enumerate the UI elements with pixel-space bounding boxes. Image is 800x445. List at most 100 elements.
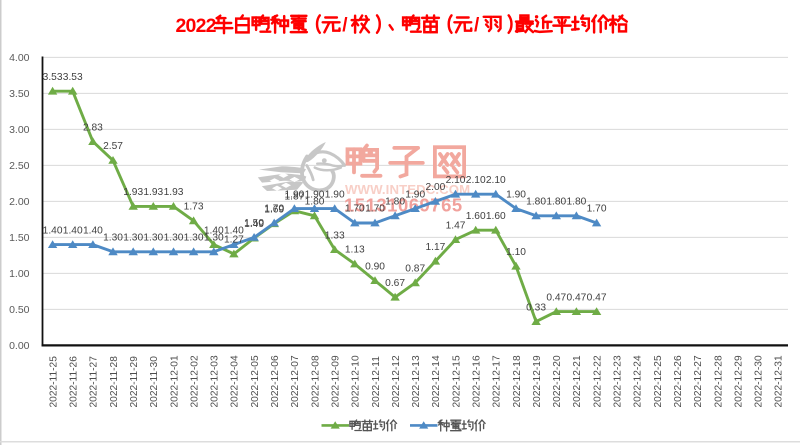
svg-text:2022-12-10: 2022-12-10: [351, 355, 362, 407]
svg-text:2022-12-12: 2022-12-12: [391, 355, 402, 407]
svg-text:1.49: 1.49: [244, 219, 264, 230]
svg-text:0.87: 0.87: [405, 264, 425, 275]
svg-text:1.60: 1.60: [466, 211, 486, 222]
svg-text:3.00: 3.00: [9, 124, 30, 136]
svg-text:1.80: 1.80: [305, 197, 325, 208]
svg-text:1.90: 1.90: [284, 189, 304, 200]
svg-text:0.67: 0.67: [385, 278, 405, 289]
svg-text:1.50: 1.50: [244, 218, 264, 229]
svg-text:1.30: 1.30: [103, 233, 123, 244]
svg-text:2022-12-24: 2022-12-24: [633, 355, 644, 407]
svg-text:2.10: 2.10: [446, 175, 466, 186]
svg-text:1.73: 1.73: [184, 202, 204, 213]
svg-text:1.60: 1.60: [486, 211, 506, 222]
svg-text:2022-12-16: 2022-12-16: [472, 355, 483, 407]
svg-text:2.00: 2.00: [425, 182, 445, 193]
svg-text:2022-12-08: 2022-12-08: [310, 355, 321, 407]
svg-text:2022-12-19: 2022-12-19: [532, 355, 543, 407]
svg-text:1.40: 1.40: [83, 225, 103, 236]
svg-text:1.87: 1.87: [284, 192, 304, 203]
svg-text:1.69: 1.69: [264, 204, 284, 215]
svg-text:1.93: 1.93: [164, 187, 184, 198]
svg-text:1.17: 1.17: [425, 242, 445, 253]
svg-text:2022-12-25: 2022-12-25: [653, 355, 664, 407]
svg-text:1.80: 1.80: [566, 197, 586, 208]
svg-text:2022-12-05: 2022-12-05: [250, 355, 261, 407]
svg-text:2022-12-23: 2022-12-23: [613, 355, 624, 407]
svg-text:1.93: 1.93: [143, 187, 163, 198]
svg-text:2022-12-17: 2022-12-17: [492, 355, 503, 407]
svg-text:1.70: 1.70: [345, 204, 365, 215]
svg-text:1.80: 1.80: [526, 197, 546, 208]
svg-text:1.70: 1.70: [587, 204, 607, 215]
svg-text:1.40: 1.40: [63, 225, 83, 236]
svg-text:/: /: [474, 15, 480, 36]
svg-text:3.53: 3.53: [43, 72, 63, 83]
svg-text:1.80: 1.80: [546, 197, 566, 208]
svg-text:2022-12-02: 2022-12-02: [189, 355, 200, 407]
svg-text:0.47: 0.47: [587, 292, 607, 303]
svg-text:1.30: 1.30: [204, 233, 224, 244]
svg-text:1.13: 1.13: [345, 245, 365, 256]
svg-text:1.47: 1.47: [446, 220, 466, 231]
svg-text:2022-11-28: 2022-11-28: [109, 356, 120, 408]
svg-text:2022-11-26: 2022-11-26: [69, 356, 80, 408]
svg-text:0.47: 0.47: [546, 292, 566, 303]
svg-text:2022-12-30: 2022-12-30: [754, 355, 765, 407]
svg-text:1.50: 1.50: [9, 232, 30, 244]
svg-text:2022-12-27: 2022-12-27: [693, 355, 704, 407]
svg-text:1.30: 1.30: [143, 233, 163, 244]
svg-text:1.33: 1.33: [325, 230, 345, 241]
svg-text:1.93: 1.93: [123, 187, 143, 198]
svg-text:4.00: 4.00: [9, 52, 30, 64]
svg-text:2022-11-29: 2022-11-29: [129, 356, 140, 408]
svg-text:15131069765: 15131069765: [344, 195, 463, 216]
svg-text:2022-11-25: 2022-11-25: [48, 356, 59, 408]
svg-text:1.70: 1.70: [365, 204, 385, 215]
svg-text:2022-12-06: 2022-12-06: [270, 355, 281, 407]
svg-text:2022-12-03: 2022-12-03: [210, 355, 221, 407]
svg-text:2022-12-31: 2022-12-31: [774, 355, 785, 407]
svg-text:2.00: 2.00: [9, 196, 30, 208]
svg-text:1.90: 1.90: [305, 189, 325, 200]
svg-text:0.33: 0.33: [526, 302, 546, 313]
svg-text:/: /: [342, 15, 348, 36]
svg-text:2022-12-28: 2022-12-28: [713, 355, 724, 407]
svg-text:2.10: 2.10: [466, 175, 486, 186]
svg-text:1.90: 1.90: [506, 189, 526, 200]
svg-text:2022-12-13: 2022-12-13: [411, 355, 422, 407]
svg-text:1.27: 1.27: [224, 235, 244, 246]
svg-text:2022-12-26: 2022-12-26: [673, 355, 684, 407]
svg-text:1.40: 1.40: [204, 225, 224, 236]
svg-text:2.50: 2.50: [9, 160, 30, 172]
svg-text:0.50: 0.50: [9, 304, 30, 316]
svg-text:1.70: 1.70: [264, 204, 284, 215]
svg-text:1.30: 1.30: [184, 233, 204, 244]
svg-text:2.57: 2.57: [103, 141, 123, 152]
svg-text:1.90: 1.90: [325, 189, 345, 200]
svg-text:2022-11-30: 2022-11-30: [149, 356, 160, 408]
svg-text:0.90: 0.90: [365, 261, 385, 272]
svg-text:2022-12-29: 2022-12-29: [733, 355, 744, 407]
svg-text:2022-12-14: 2022-12-14: [431, 355, 442, 407]
svg-text:1.30: 1.30: [123, 233, 143, 244]
svg-text:2.10: 2.10: [486, 175, 506, 186]
svg-text:1.40: 1.40: [224, 225, 244, 236]
svg-text:1.40: 1.40: [43, 225, 63, 236]
svg-text:1.10: 1.10: [506, 247, 526, 258]
svg-text:2022-11-27: 2022-11-27: [89, 356, 100, 408]
svg-text:2022-12-11: 2022-12-11: [371, 356, 382, 408]
svg-text:2022-12-01: 2022-12-01: [169, 355, 180, 407]
svg-text:2.83: 2.83: [83, 122, 103, 133]
svg-text:2022-12-07: 2022-12-07: [290, 355, 301, 407]
svg-text:2022-12-15: 2022-12-15: [451, 355, 462, 407]
svg-text:2022-12-18: 2022-12-18: [512, 355, 523, 407]
svg-text:3.53: 3.53: [63, 72, 83, 83]
svg-text:WWW.INTEDC.COM: WWW.INTEDC.COM: [345, 182, 470, 197]
svg-text:2022: 2022: [176, 15, 217, 37]
svg-text:1.80: 1.80: [385, 197, 405, 208]
svg-text:1.30: 1.30: [164, 233, 184, 244]
svg-text:0.47: 0.47: [566, 292, 586, 303]
svg-text:0.00: 0.00: [9, 340, 30, 352]
svg-text:1.00: 1.00: [9, 268, 30, 280]
